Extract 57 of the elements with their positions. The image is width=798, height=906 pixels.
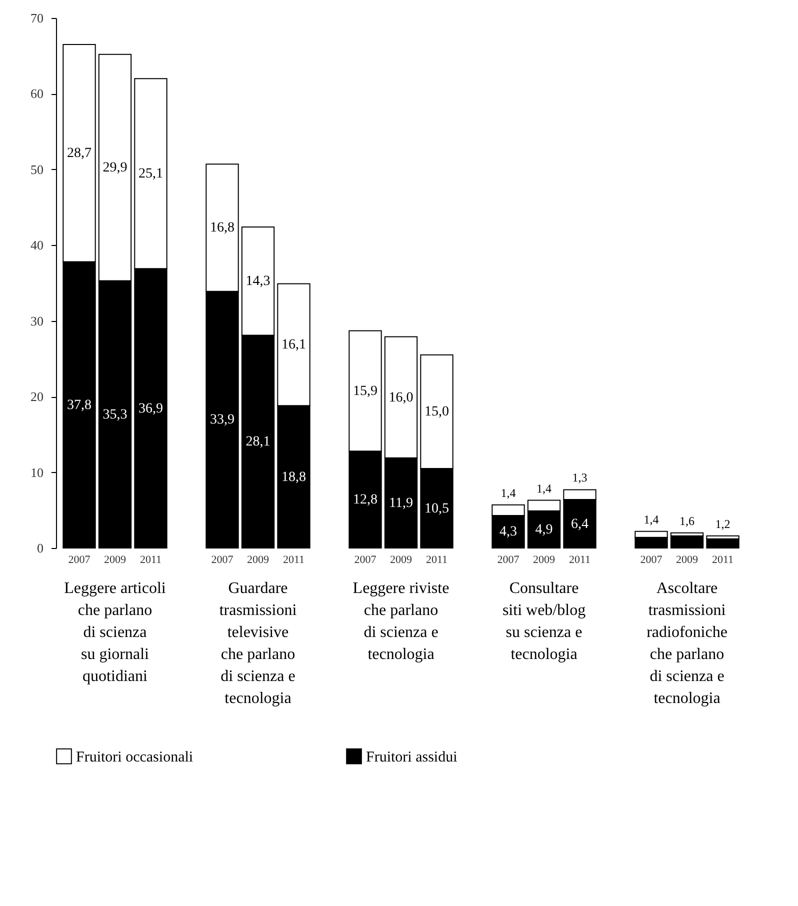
x-tick-label: 2011 <box>426 554 448 566</box>
data-label: 1,4 <box>536 481 552 496</box>
data-label: 12,8 <box>353 492 378 508</box>
x-tick-label: 2009 <box>533 554 556 566</box>
text: Guardare trasmissioni televisive che parlano di scienza e tecnologia <box>219 580 298 707</box>
y-tick-label: 30 <box>30 313 44 328</box>
data-label: 15,9 <box>353 384 378 399</box>
x-tick-label: 2007 <box>354 554 377 566</box>
x-tick-label: 2011 <box>140 554 162 566</box>
data-label: 28,7 <box>66 146 92 162</box>
x-tick-label: 2011 <box>568 554 591 566</box>
y-tick-label: 50 <box>30 162 44 177</box>
x-tick-label: 2009 <box>676 554 699 566</box>
x-tick-label: 2007 <box>640 554 663 566</box>
data-label: 14,3 <box>246 274 270 290</box>
data-label: 35,3 <box>102 407 128 422</box>
data-label: 16,8 <box>210 220 234 236</box>
y-tick-label: 10 <box>30 464 44 480</box>
y-tick-label: 40 <box>30 238 44 253</box>
y-tick-label: 0 <box>37 540 44 556</box>
data-label: 36,9 <box>138 401 163 416</box>
x-tick-label: 2009 <box>246 554 270 566</box>
x-tick-label: 2011 <box>282 554 305 566</box>
data-label: 33,9 <box>210 412 234 428</box>
data-label: 15,0 <box>424 404 449 420</box>
data-label: 1,4 <box>644 512 659 526</box>
data-label: 16,0 <box>388 390 414 406</box>
x-tick-label: 2007 <box>211 554 234 566</box>
data-label: 28,1 <box>246 434 270 450</box>
data-label: 16,1 <box>281 338 306 353</box>
legend-label: Fruitori assidui <box>366 749 458 766</box>
data-label: 18,8 <box>281 470 306 485</box>
x-tick-label: 2007 <box>497 554 520 566</box>
text: Leggere articoli che parlano di scienza su giornali quotidiani <box>64 580 166 685</box>
legend-label: Fruitori occasionali <box>76 749 194 766</box>
y-tick-label: 20 <box>30 389 44 404</box>
data-label: 4,3 <box>500 524 518 540</box>
data-label: 25,1 <box>138 166 163 182</box>
text: Leggere riviste che parlano di scienza e tecnologia <box>352 580 450 663</box>
text: Ascoltare trasmissioni radiofoniche che parlano di scienza e tecnologia <box>646 580 728 707</box>
y-tick-label: 70 <box>30 10 44 26</box>
x-tick-label: 2011 <box>712 554 734 566</box>
x-tick-label: 2009 <box>390 554 412 566</box>
data-label: 29,9 <box>102 160 128 176</box>
data-label: 37,8 <box>66 398 92 413</box>
data-label: 4,9 <box>535 522 553 538</box>
x-tick-label: 2007 <box>68 554 91 566</box>
text: Consultare siti web/blog su scienza e tecnologia <box>502 580 586 663</box>
data-label: 1,3 <box>572 470 588 485</box>
x-tick-label: 2009 <box>104 554 126 566</box>
data-label: 1,4 <box>500 486 516 500</box>
data-label: 1,2 <box>715 516 730 531</box>
y-tick-label: 60 <box>30 86 44 102</box>
data-label: 6,4 <box>571 516 589 532</box>
data-label: 10,5 <box>424 501 449 516</box>
data-label: 11,9 <box>389 496 413 511</box>
data-label: 1,6 <box>680 514 695 528</box>
